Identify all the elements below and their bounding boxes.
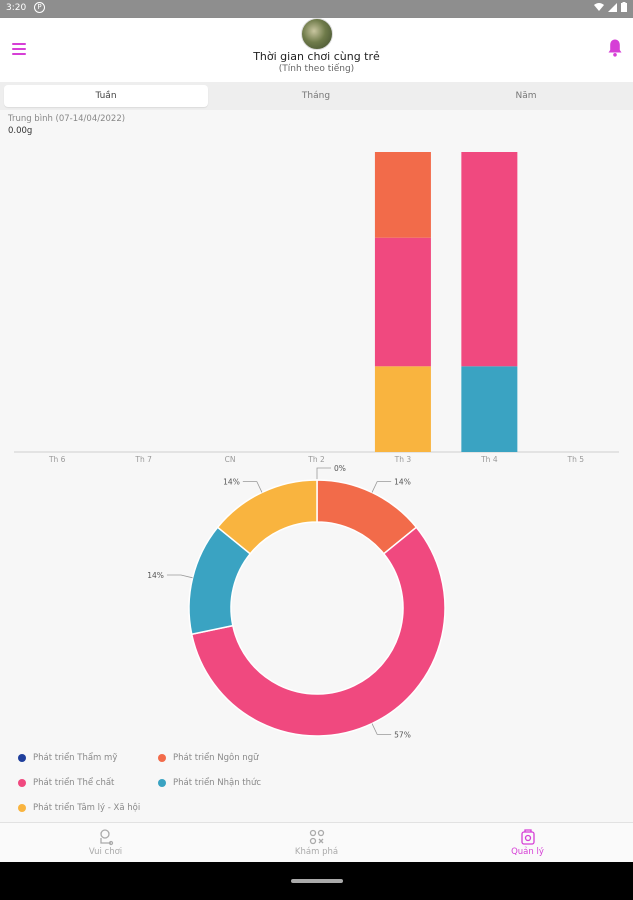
chart-legend: Phát triển Thẩm mỹ Phát triển Ngôn ngữ P…	[18, 753, 618, 823]
nav-explore[interactable]: Khám phá	[211, 823, 422, 862]
slice-percent-label: 57%	[394, 730, 411, 739]
signal-icon	[608, 2, 617, 12]
legend-label: Phát triển Ngôn ngữ	[173, 753, 259, 763]
tab-week[interactable]: Tuần	[4, 85, 208, 107]
bar-segment[interactable]	[461, 152, 518, 367]
notification-icon: P	[34, 2, 45, 13]
legend-label: Phát triển Thể chất	[33, 778, 115, 788]
manage-icon	[521, 829, 535, 845]
page-title: Thời gian chơi cùng trẻ	[253, 50, 380, 63]
gesture-handle[interactable]	[291, 879, 343, 883]
bar-segment[interactable]	[374, 366, 431, 452]
x-tick-label: Th 3	[394, 455, 412, 464]
page-subtitle: (Tính theo tiếng)	[278, 64, 355, 74]
slice-percent-label: 0%	[334, 465, 346, 473]
nav-explore-label: Khám phá	[294, 847, 339, 857]
explore-icon	[309, 829, 325, 845]
nav-play[interactable]: Vui chơi	[0, 823, 211, 862]
status-time: 3:20	[6, 3, 27, 13]
play-icon	[100, 829, 114, 846]
x-tick-label: Th 5	[567, 455, 585, 464]
legend-item-the-chat: Phát triển Thể chất	[18, 778, 114, 788]
slice-leader-line	[242, 481, 263, 493]
slice-percent-label: 14%	[147, 571, 164, 580]
bottom-navigation: Vui chơi Khám phá Quản lý	[0, 822, 633, 862]
wifi-icon	[594, 2, 604, 11]
legend-dot	[18, 754, 26, 762]
nav-manage[interactable]: Quản lý	[422, 823, 633, 862]
legend-item-tam-ly: Phát triển Tâm lý - Xã hội	[18, 803, 140, 813]
bell-icon	[608, 39, 622, 57]
nav-play-label: Vui chơi	[88, 847, 123, 857]
legend-label: Phát triển Thẩm mỹ	[33, 753, 118, 763]
x-tick-label: Th 4	[480, 455, 498, 464]
legend-item-nhan-thuc: Phát triển Nhận thức	[158, 778, 261, 788]
period-tabs: Tuần Tháng Năm	[0, 82, 633, 110]
nav-manage-label: Quản lý	[511, 847, 544, 857]
x-tick-label: Th 6	[48, 455, 66, 464]
x-tick-label: Th 7	[134, 455, 152, 464]
legend-item-ngon-ngu: Phát triển Ngôn ngữ	[158, 753, 258, 763]
x-tick-label: Th 2	[307, 455, 325, 464]
avatar[interactable]	[301, 18, 333, 50]
legend-dot	[158, 779, 166, 787]
app-screen: 3:20 P Thời gian chơi cùng trẻ (Tính the…	[0, 0, 633, 862]
legend-dot	[18, 779, 26, 787]
slice-leader-line	[316, 467, 331, 480]
battery-icon	[621, 2, 627, 12]
bar-segment[interactable]	[374, 237, 431, 367]
menu-icon-line	[12, 48, 26, 50]
app-bar: Thời gian chơi cùng trẻ (Tính theo tiếng…	[0, 18, 633, 82]
slice-leader-line	[166, 574, 193, 579]
legend-dot	[18, 804, 26, 812]
tab-month[interactable]: Tháng	[301, 91, 331, 101]
legend-item-tham-my: Phát triển Thẩm mỹ	[18, 753, 117, 763]
status-bar: 3:20 P	[0, 0, 633, 18]
average-label: Trung bình (07-14/04/2022)	[8, 114, 126, 124]
legend-label: Phát triển Nhận thức	[173, 778, 262, 788]
slice-leader-line	[371, 481, 392, 493]
notification-button[interactable]	[607, 38, 623, 58]
legend-dot	[158, 754, 166, 762]
menu-icon	[12, 43, 26, 45]
tab-year[interactable]: Năm	[515, 91, 537, 101]
menu-icon-line	[12, 53, 26, 55]
average-value: 0.00g	[8, 126, 33, 136]
donut-slice[interactable]	[190, 526, 446, 737]
slice-percent-label: 14%	[394, 478, 411, 487]
slice-leader-line	[371, 723, 392, 735]
menu-button[interactable]	[12, 43, 26, 55]
bar-segment[interactable]	[461, 366, 518, 452]
x-tick-label: CN	[225, 455, 236, 464]
donut-slice[interactable]	[216, 479, 318, 555]
legend-label: Phát triển Tâm lý - Xã hội	[33, 803, 141, 813]
slice-percent-label: 14%	[223, 478, 240, 487]
donut-chart: 0% 14% 57% 14% 14%	[147, 465, 446, 739]
stacked-bar-chart: Th 6 Th 7 CN Th 2 Th 3 Th 4 Th 5	[14, 152, 619, 464]
system-icons	[594, 2, 627, 12]
bar-segment[interactable]	[374, 152, 431, 238]
